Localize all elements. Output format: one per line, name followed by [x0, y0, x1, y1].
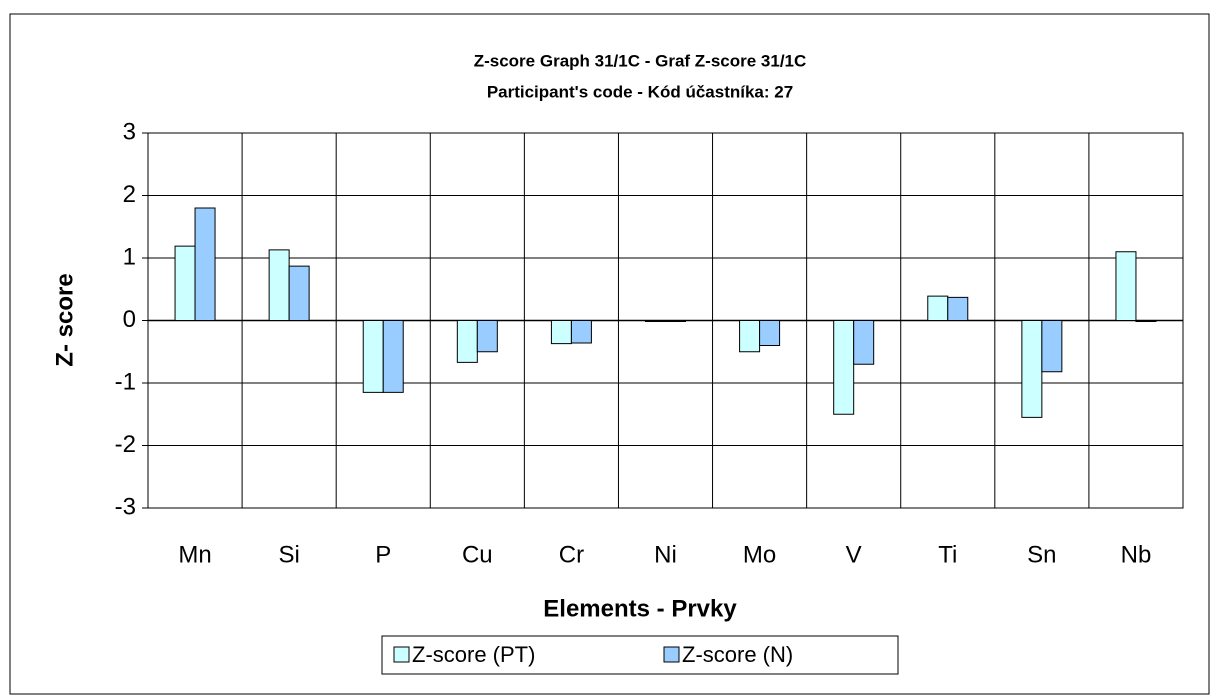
x-tick-label: Ni	[654, 541, 677, 568]
y-tick-label: -2	[115, 431, 136, 458]
y-tick-label: 3	[123, 118, 136, 145]
legend-swatch	[663, 646, 680, 663]
bar	[833, 320, 855, 415]
x-tick-label: Ti	[938, 541, 957, 568]
bar	[927, 295, 949, 321]
bar	[362, 320, 384, 393]
chart-border	[9, 13, 1210, 695]
y-tick-label: -3	[115, 493, 136, 520]
bar	[570, 320, 592, 344]
bar	[645, 320, 666, 322]
bar	[1135, 320, 1157, 322]
x-tick-label: Sn	[1027, 541, 1056, 568]
bar	[194, 207, 216, 321]
chart-subtitle: Participant's code - Kód účastníka: 27	[487, 82, 793, 101]
x-tick-label: Mn	[178, 541, 211, 568]
x-tick-label: V	[846, 541, 862, 568]
y-tick-label: -1	[115, 368, 136, 395]
bar	[759, 320, 781, 346]
x-tick-label: Nb	[1121, 541, 1152, 568]
bar	[456, 320, 478, 363]
bar	[853, 320, 875, 365]
bar	[288, 265, 310, 321]
x-tick-label: Cr	[559, 541, 584, 568]
bar	[1115, 251, 1137, 321]
bar	[174, 245, 196, 321]
x-tick-label: Cu	[462, 541, 493, 568]
chart-title: Z-score Graph 31/1C - Graf Z-score 31/1C	[474, 51, 807, 70]
y-axis-label: Z- score	[51, 273, 78, 366]
y-tick-label: 0	[123, 306, 136, 333]
bar	[665, 320, 686, 322]
legend-label: Z-score (N)	[682, 642, 793, 667]
bar	[382, 320, 404, 393]
bar	[947, 296, 969, 321]
legend-label: Z-score (PT)	[412, 642, 535, 667]
bar	[550, 320, 572, 345]
bar	[1041, 320, 1063, 373]
legend-swatch	[393, 646, 410, 663]
x-tick-label: P	[375, 541, 391, 568]
y-tick-label: 2	[123, 181, 136, 208]
x-axis-label: Elements - Prvky	[543, 595, 737, 622]
legend-box	[381, 635, 899, 675]
bar	[739, 320, 761, 353]
bar	[476, 320, 498, 353]
x-tick-label: Si	[278, 541, 299, 568]
bar	[268, 249, 290, 321]
y-tick-label: 1	[123, 243, 136, 270]
x-tick-label: Mo	[743, 541, 776, 568]
bar	[1021, 320, 1043, 418]
